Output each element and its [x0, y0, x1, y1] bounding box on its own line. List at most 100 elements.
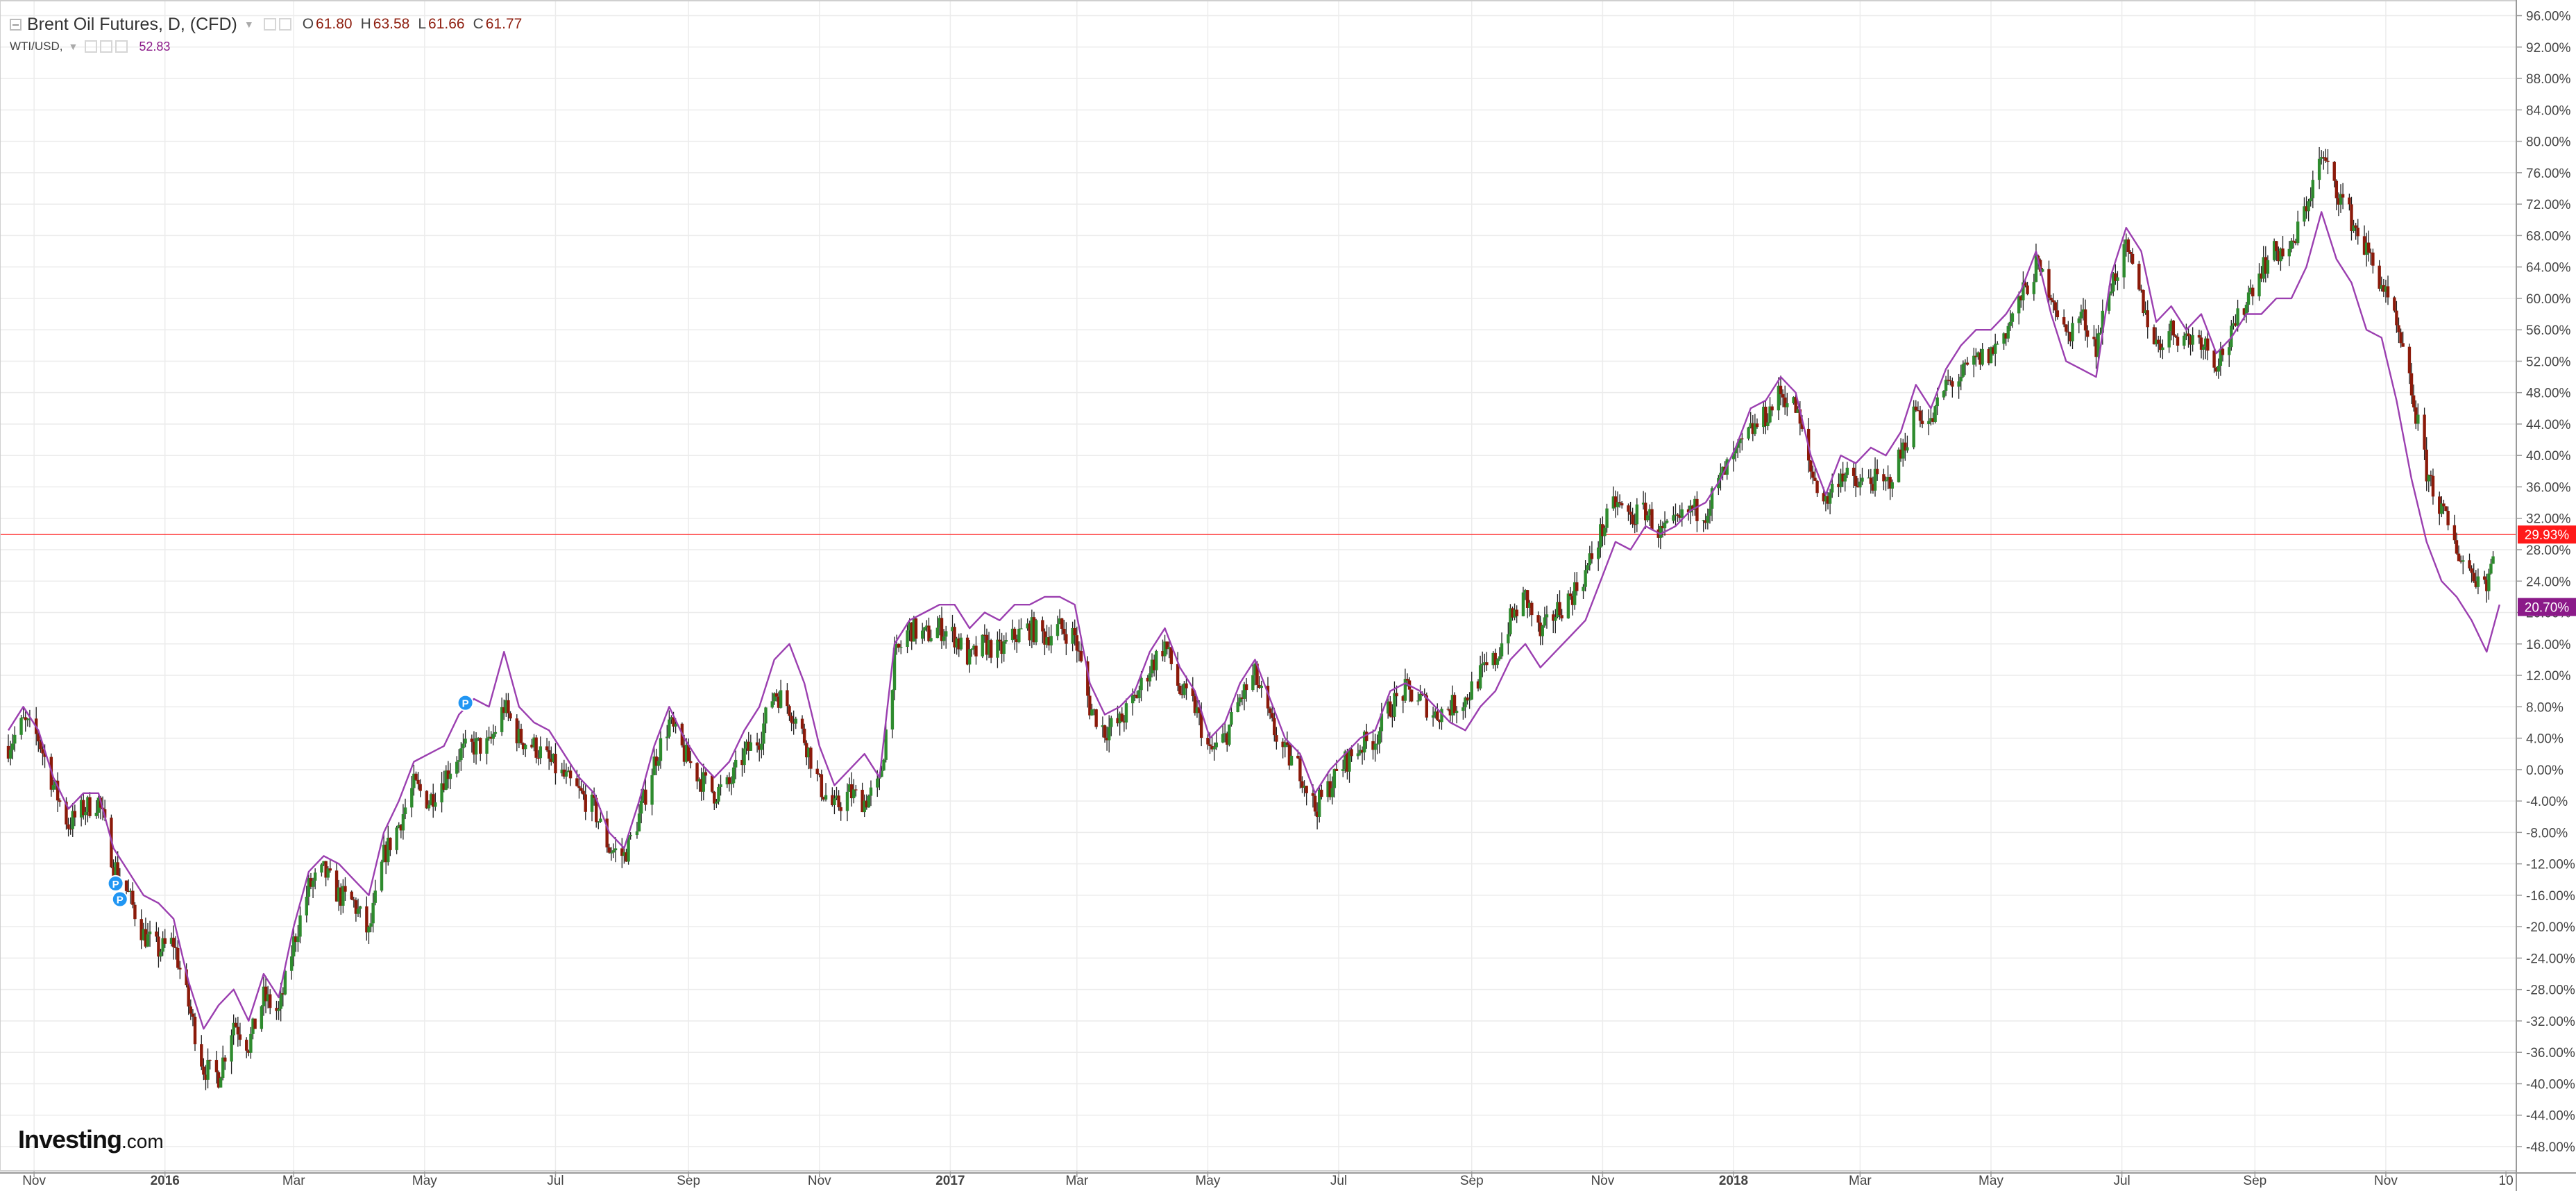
candle-body: [1485, 662, 1489, 666]
candle-body: [1012, 628, 1017, 640]
candle-body: [2154, 339, 2158, 345]
chevron-down-icon[interactable]: ▼: [244, 19, 254, 30]
candle-body: [292, 936, 296, 957]
candle-body: [1210, 746, 1214, 750]
compare-close-icon[interactable]: [115, 40, 128, 53]
candle-body: [1433, 711, 1437, 716]
candle-body: [807, 747, 811, 758]
candle-body: [1498, 656, 1502, 659]
candle-body: [2393, 297, 2396, 311]
candle-body: [2341, 194, 2345, 198]
candle-body: [1409, 689, 1414, 702]
candle-body: [1360, 750, 1364, 753]
candle-body: [1257, 684, 1261, 689]
close-value: 61.77: [485, 16, 523, 32]
visibility-icon[interactable]: [263, 18, 276, 31]
last-price-badge: 29.93%: [2518, 525, 2576, 544]
candle-body: [129, 890, 133, 892]
event-marker: P: [457, 694, 474, 711]
x-tick-label: Nov: [1591, 1174, 1614, 1188]
candle-body: [178, 968, 182, 970]
candle-body: [715, 801, 718, 804]
y-tick-label: 4.00%: [2526, 732, 2564, 747]
candle-body: [1708, 508, 1712, 516]
collapse-icon[interactable]: [10, 18, 22, 31]
candle-body: [2431, 475, 2435, 497]
y-tick-label: 96.00%: [2526, 10, 2571, 24]
candle-body: [230, 1035, 233, 1062]
candle-body: [770, 701, 774, 708]
candle-body: [1822, 493, 1826, 502]
candle-body: [863, 800, 866, 813]
candle-body: [1260, 685, 1263, 689]
compare-visibility-icon[interactable]: [85, 40, 98, 53]
settings-icon[interactable]: [278, 18, 291, 31]
candle-body: [1944, 380, 1948, 391]
candle-body: [279, 993, 282, 1009]
candle-body: [249, 1033, 253, 1053]
candle-body: [906, 630, 909, 647]
main-series-title[interactable]: Brent Oil Futures, D, (CFD): [27, 14, 237, 34]
compare-settings-icon[interactable]: [100, 40, 113, 53]
candle-body: [1311, 793, 1315, 796]
candle-body: [2144, 310, 2147, 314]
candle-body: [350, 891, 353, 900]
compare-series-title[interactable]: WTI/USD,: [10, 40, 63, 53]
candle-body: [461, 743, 465, 749]
candle-body: [1393, 693, 1396, 717]
candle-body: [474, 738, 478, 755]
candle-body: [2337, 198, 2341, 205]
compare-chevron-down-icon[interactable]: ▼: [68, 41, 78, 52]
compare-price-badge-label: 20.70%: [2525, 601, 2570, 616]
candle-body: [672, 717, 675, 727]
candle-body: [1786, 403, 1789, 407]
candle-body: [2279, 248, 2282, 262]
candle-body: [1346, 751, 1349, 772]
candle-body: [2169, 320, 2173, 332]
candle-body: [103, 809, 107, 818]
candle-body: [253, 1018, 257, 1029]
candle-body: [1238, 697, 1242, 702]
candle-body: [339, 887, 343, 906]
candle-body: [41, 749, 44, 754]
candle-body: [1223, 733, 1227, 734]
candle-body: [1483, 662, 1486, 664]
x-axis[interactable]: Nov 2016 Mar May Jul Sep Nov 2017 Mar May Jul Sep No…: [0, 1172, 2576, 1188]
x-tick-label: May: [1195, 1174, 1220, 1188]
candle-body: [1890, 482, 1894, 489]
candle-body: [1493, 652, 1497, 665]
candle-body: [2214, 367, 2218, 372]
candle-body: [1839, 473, 1842, 487]
candle-body: [322, 861, 325, 865]
candle-body: [1326, 781, 1330, 797]
candle-body: [1318, 789, 1321, 817]
candle-body: [1987, 348, 1991, 364]
candle-body: [702, 772, 706, 792]
candle-body: [2382, 285, 2386, 292]
candle-body: [545, 746, 549, 751]
candle-body: [1753, 423, 1757, 434]
candle-body: [2126, 239, 2130, 252]
candle-body: [155, 931, 158, 937]
candle-body: [521, 743, 525, 750]
candle-body: [1676, 514, 1679, 516]
candle-body: [2303, 206, 2306, 222]
candle-body: [2004, 333, 2008, 339]
candle-body: [73, 811, 77, 818]
candle-body: [1826, 496, 1830, 504]
candle-body: [590, 794, 594, 812]
candle-body: [2251, 287, 2255, 296]
candle-body: [2242, 308, 2246, 315]
candle-body: [1073, 627, 1076, 636]
candle-body: [719, 784, 722, 787]
candle-body: [2069, 332, 2072, 341]
candle-body: [837, 795, 840, 808]
candle-body: [764, 707, 768, 724]
candle-body: [1828, 492, 1832, 504]
candle-body: [579, 788, 583, 791]
candle-body: [1380, 713, 1384, 732]
candle-body: [2294, 242, 2298, 244]
candle-body: [1886, 477, 1890, 480]
candle-body: [607, 847, 611, 853]
